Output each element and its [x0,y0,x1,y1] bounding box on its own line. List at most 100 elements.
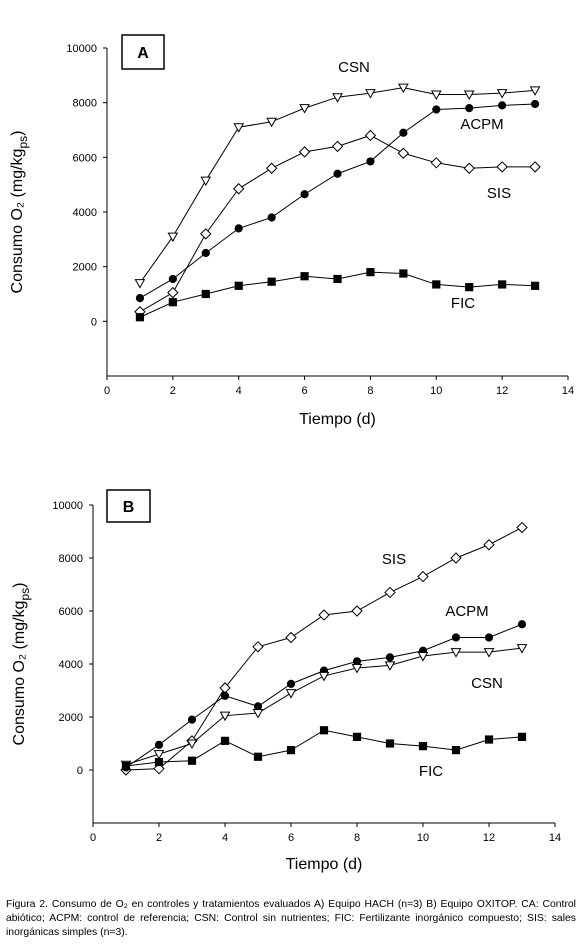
data-point-square [418,742,428,751]
y-axis-label-subscript: ps [16,136,30,149]
panel-label: B [123,499,135,516]
data-point-triangle [384,661,396,671]
data-point-circle [253,702,263,711]
data-point-square [517,732,527,741]
data-point-diamond [298,146,311,158]
series-line [125,729,523,767]
y-axis-label-end: ) [11,583,28,588]
data-point-diamond [167,286,179,299]
chart-panel-a: 0 2000 4000 6000 8000 10000 0 2 4 6 8 10 12 14 Tiempo … [9,34,574,428]
data-point-triangle [332,93,343,103]
series-csn: CSN [134,59,541,289]
data-point-circle [300,190,309,199]
data-point-diamond [417,570,429,583]
y-axis-label: Consumo O₂ (mg/kgps) [9,131,30,294]
data-point-triangle [463,90,475,100]
data-point-diamond [318,609,330,621]
data-point-square [286,746,296,755]
data-point-circle [352,657,362,666]
panel-label-box [121,34,165,70]
data-point-square [484,735,494,744]
data-point-circle [530,99,540,109]
x-tick-label: 12 [496,385,508,397]
y-axis-label-main: Consumo O₂ (mg/kg [9,149,26,294]
y-axis-label-end: ) [9,131,26,136]
y-tick-label: 4000 [59,659,83,671]
series-label: ACPM [445,603,488,620]
data-point-diamond [496,161,508,173]
data-point-diamond [463,162,475,174]
x-axis-label: Tiempo (d) [299,411,376,428]
data-point-square [220,736,230,745]
data-point-diamond [516,521,528,534]
data-point-square [135,313,145,322]
y-tick-label: 6000 [59,606,83,618]
data-point-circle [201,248,210,258]
y-axis-label: Consumo O₂ (mg/kgps) [11,583,32,746]
series-label: SIS [487,185,511,202]
data-point-square [333,274,342,284]
data-point-diamond [233,183,245,195]
data-point-circle [333,169,342,178]
y-tick-label: 4000 [73,207,97,219]
series-line [139,134,536,313]
data-point-triangle [153,750,165,760]
x-tick-label: 14 [549,832,561,844]
y-tick-label: 8000 [73,98,97,110]
data-point-square [121,761,131,771]
data-point-square [253,752,263,761]
data-point-square [300,272,309,281]
data-point-diamond [529,161,541,173]
series-fic: FIC [121,726,527,780]
data-point-square [201,289,210,299]
data-point-square [234,281,243,290]
data-point-triangle [134,279,146,289]
data-point-square [399,269,408,278]
data-point-diamond [364,129,377,142]
series-label: FIC [451,295,475,312]
y-axis-label-main: Consumo O₂ (mg/kg [11,601,28,746]
data-point-circle [187,715,197,724]
data-point-diamond [384,586,396,599]
series-label: CSN [338,59,370,76]
x-tick-label: 0 [90,832,96,844]
series-acpm: ACPM [135,99,540,303]
series-fic: FIC [135,268,540,322]
x-tick-label: 4 [236,385,242,397]
data-point-diamond [200,228,212,240]
y-tick-label: 2000 [73,262,97,274]
data-point-square [530,281,540,290]
data-point-square [168,298,177,307]
series-label: ACPM [460,116,503,133]
data-point-circle [234,224,243,233]
data-point-triangle [417,652,429,662]
data-point-circle [451,633,461,642]
data-point-triangle [430,90,442,100]
data-point-square [498,280,507,289]
data-point-circle [154,740,164,749]
y-tick-label: 2000 [59,712,83,724]
x-tick-label: 8 [367,385,373,397]
data-point-diamond [331,140,344,153]
data-point-square [187,756,197,765]
data-point-circle [168,274,177,284]
data-point-square [432,280,441,289]
data-point-square [465,283,474,292]
series-acpm: ACPM [121,603,527,772]
data-point-triangle [186,739,198,750]
data-point-triangle [483,648,495,658]
data-point-diamond [265,162,278,174]
x-tick-label: 12 [483,832,495,844]
y-tick-label: 0 [91,316,97,328]
data-point-triangle [285,689,297,699]
data-point-triangle [365,89,376,99]
data-point-diamond [153,762,165,775]
x-tick-label: 0 [104,385,110,397]
x-tick-label: 8 [354,832,360,844]
data-point-triangle [299,104,310,114]
data-point-triangle [200,176,212,187]
series-csn: CSN [120,644,528,771]
series-sis: SIS [134,129,541,318]
data-point-diamond [219,682,231,694]
data-point-circle [366,157,375,166]
